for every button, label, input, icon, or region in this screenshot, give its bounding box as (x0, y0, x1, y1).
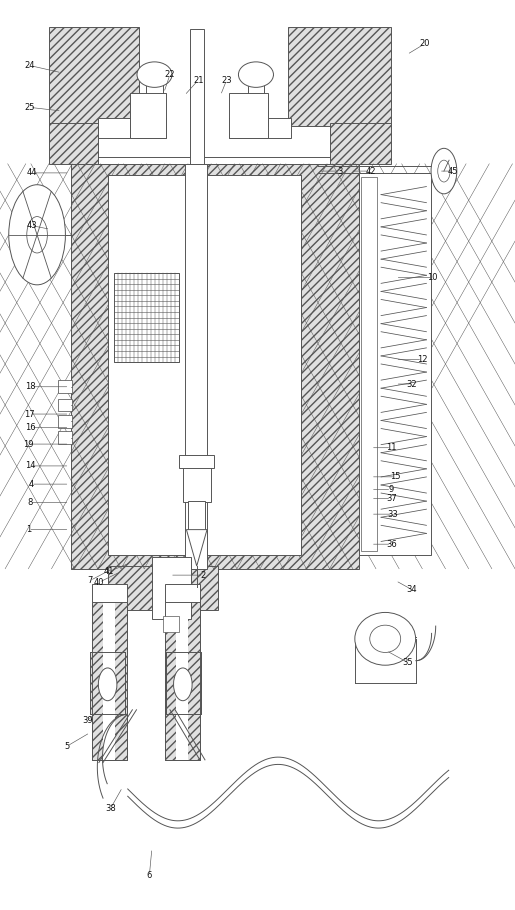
Polygon shape (186, 530, 207, 566)
Text: 34: 34 (407, 585, 417, 594)
Text: 39: 39 (82, 716, 93, 725)
Bar (58, 431, 72, 444)
Bar (260, 118, 291, 138)
Bar (130, 118, 166, 138)
Bar (176, 601, 188, 760)
Text: 20: 20 (420, 39, 430, 48)
Circle shape (431, 148, 457, 194)
Text: 12: 12 (417, 355, 427, 364)
Bar (288, 27, 391, 126)
Text: 25: 25 (25, 103, 35, 112)
Text: 45: 45 (448, 167, 458, 176)
Text: 19: 19 (24, 440, 34, 449)
Text: 42: 42 (366, 167, 376, 176)
Ellipse shape (238, 62, 273, 87)
Bar (183, 466, 193, 502)
Circle shape (27, 217, 47, 253)
Bar (163, 616, 179, 632)
Text: 24: 24 (25, 61, 35, 70)
Bar (130, 100, 150, 126)
Text: 43: 43 (27, 221, 37, 230)
Bar (179, 455, 214, 468)
Bar (92, 584, 127, 602)
Text: 8: 8 (27, 498, 32, 507)
Bar (108, 566, 152, 610)
Bar (90, 652, 125, 714)
Ellipse shape (137, 62, 172, 87)
Circle shape (9, 185, 65, 285)
Bar (108, 266, 181, 400)
Bar (130, 93, 166, 138)
Text: 7: 7 (88, 576, 93, 585)
Circle shape (174, 668, 192, 701)
Ellipse shape (370, 625, 401, 652)
Text: 41: 41 (104, 567, 114, 576)
Text: 10: 10 (427, 273, 438, 282)
Bar (165, 601, 200, 760)
Bar (98, 118, 134, 138)
Text: 23: 23 (221, 76, 232, 85)
Bar (229, 93, 268, 138)
Text: 3: 3 (337, 167, 342, 176)
Text: 2: 2 (201, 571, 206, 580)
Text: 4: 4 (28, 480, 33, 489)
Bar (108, 175, 301, 555)
Bar (196, 266, 301, 400)
Text: 6: 6 (147, 871, 152, 880)
Text: 32: 32 (407, 379, 417, 389)
Text: 35: 35 (403, 658, 413, 667)
Bar (183, 466, 211, 502)
Bar (166, 652, 201, 714)
Bar (58, 415, 72, 428)
Text: 40: 40 (94, 578, 104, 587)
Text: 15: 15 (390, 472, 401, 481)
Bar (92, 601, 127, 760)
Text: 9: 9 (389, 485, 394, 494)
Bar (196, 175, 301, 266)
Circle shape (98, 668, 117, 701)
Bar (200, 466, 211, 502)
Bar (166, 652, 201, 714)
Circle shape (438, 160, 450, 182)
Text: 16: 16 (26, 423, 36, 432)
Bar (174, 566, 218, 610)
Text: 33: 33 (387, 510, 398, 519)
Text: 18: 18 (26, 382, 36, 391)
Text: 11: 11 (386, 443, 397, 452)
Bar (229, 118, 265, 138)
Bar (92, 601, 127, 760)
Text: 21: 21 (193, 76, 203, 85)
Bar (165, 584, 200, 602)
Bar (108, 175, 180, 266)
Bar (71, 164, 359, 569)
Bar (152, 557, 191, 619)
Bar (58, 399, 72, 411)
Bar (190, 29, 204, 164)
Text: 36: 36 (386, 540, 397, 549)
Text: 37: 37 (386, 494, 397, 503)
Ellipse shape (355, 612, 416, 665)
Bar (49, 123, 98, 164)
Text: 44: 44 (27, 168, 37, 177)
Bar (58, 380, 72, 393)
Bar (188, 501, 205, 530)
Text: 1: 1 (26, 525, 31, 534)
Bar (185, 164, 207, 569)
Bar (247, 100, 268, 126)
Bar (90, 652, 125, 714)
Bar (359, 173, 431, 555)
Text: 5: 5 (64, 742, 70, 751)
Bar (103, 601, 115, 760)
Bar (114, 273, 179, 362)
Text: 14: 14 (25, 461, 35, 470)
Bar (360, 177, 377, 551)
Text: 22: 22 (165, 70, 175, 79)
Text: 17: 17 (25, 410, 35, 419)
Text: 38: 38 (106, 804, 116, 813)
Bar (165, 601, 200, 760)
Bar (49, 27, 139, 126)
Bar (330, 123, 391, 164)
